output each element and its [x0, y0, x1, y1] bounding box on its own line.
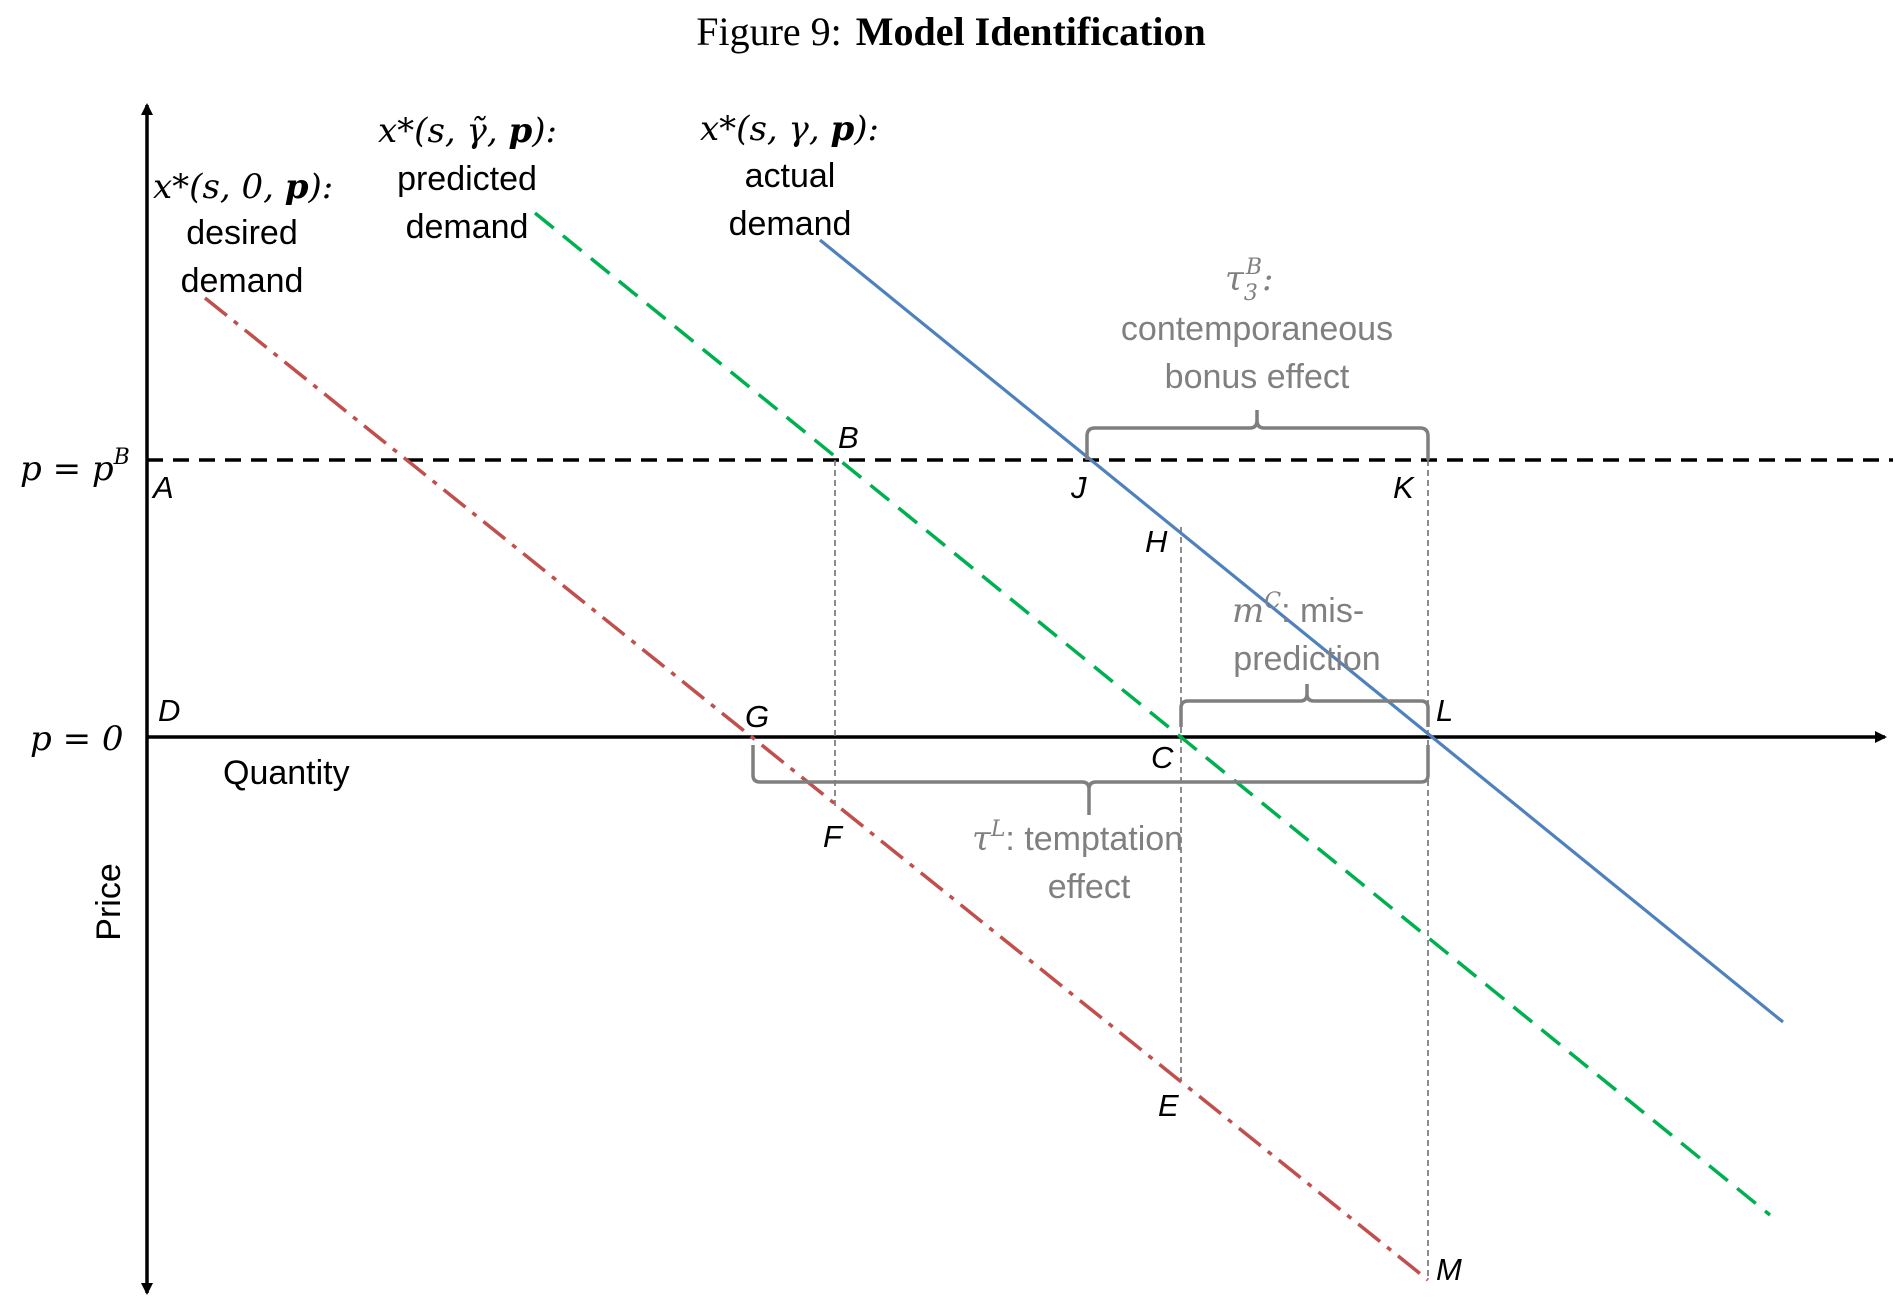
- predicted-demand-math: x*(s, γ̃, p):: [378, 111, 557, 151]
- point-l: L: [1436, 693, 1453, 728]
- actual-demand-math: x*(s, γ, p):: [700, 109, 879, 149]
- misprediction-label-1: mC: mis-: [1232, 589, 1364, 631]
- quantity-axis-label: Quantity: [223, 754, 350, 792]
- bonus-effect-label-1: contemporaneous: [1121, 310, 1393, 348]
- point-d: D: [158, 693, 180, 728]
- bonus-effect-label-2: bonus effect: [1165, 358, 1350, 396]
- price-zero-label: p = 0: [30, 719, 124, 759]
- desired-demand-line: [203, 296, 1430, 1282]
- misprediction-label-2: prediction: [1233, 640, 1380, 678]
- point-f: F: [823, 819, 844, 854]
- bonus-effect-symbol: τ3B:: [1225, 255, 1273, 306]
- point-h: H: [1145, 524, 1168, 559]
- misprediction-brace: [1179, 684, 1430, 727]
- bonus-effect-brace: [1085, 410, 1430, 460]
- point-c: C: [1151, 740, 1174, 775]
- actual-demand-line: [818, 238, 1785, 1024]
- caption-prefix: Figure 9:: [696, 9, 842, 54]
- point-m: M: [1436, 1252, 1462, 1287]
- price-axis-label: Price: [90, 863, 128, 940]
- predicted-demand-label-2: demand: [406, 208, 529, 246]
- point-e: E: [1158, 1088, 1179, 1123]
- temptation-label-1: τL: temptation: [972, 817, 1183, 859]
- desired-demand-math: x*(s, 0, p):: [153, 167, 333, 207]
- point-b: B: [838, 420, 859, 455]
- desired-demand-label-2: demand: [181, 262, 304, 300]
- point-j: J: [1070, 470, 1087, 505]
- figure-caption: Figure 9: Model Identification: [696, 9, 1206, 54]
- actual-demand-label-2: demand: [729, 205, 852, 243]
- point-g: G: [745, 699, 769, 734]
- temptation-label-2: effect: [1048, 868, 1131, 906]
- point-a: A: [151, 470, 174, 505]
- predicted-demand-label-1: predicted: [397, 160, 537, 198]
- predicted-demand-line: [533, 211, 1772, 1217]
- desired-demand-label-1: desired: [186, 214, 298, 252]
- caption-title: Model Identification: [856, 9, 1206, 54]
- temptation-brace: [751, 745, 1430, 815]
- point-k: K: [1393, 470, 1415, 505]
- actual-demand-label-1: actual: [745, 157, 836, 195]
- price-bonus-label: p = pB: [20, 445, 130, 489]
